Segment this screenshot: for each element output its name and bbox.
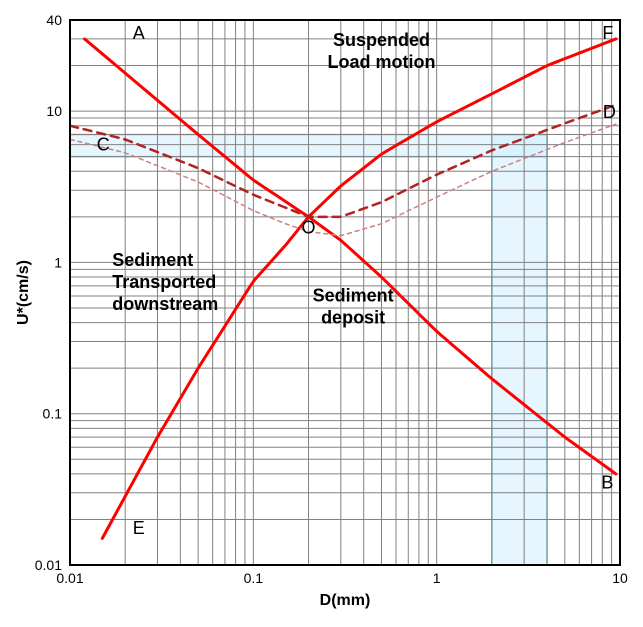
svg-text:10: 10 <box>46 103 62 119</box>
svg-text:0.1: 0.1 <box>244 570 264 586</box>
svg-text:O: O <box>302 218 316 238</box>
svg-text:40: 40 <box>46 12 62 28</box>
svg-text:D: D <box>603 102 616 122</box>
svg-text:Transported: Transported <box>112 272 216 292</box>
svg-text:E: E <box>133 518 145 538</box>
svg-text:B: B <box>601 473 613 493</box>
svg-text:Sediment: Sediment <box>313 286 394 306</box>
sediment-chart: 0.010.11100.010.111040D(mm)U*(cm/s)Suspe… <box>10 10 633 617</box>
svg-text:F: F <box>602 23 613 43</box>
svg-text:1: 1 <box>54 254 62 270</box>
svg-text:0.01: 0.01 <box>35 557 62 573</box>
svg-text:0.1: 0.1 <box>43 406 63 422</box>
svg-text:Sediment: Sediment <box>112 250 193 270</box>
svg-text:deposit: deposit <box>321 308 385 328</box>
svg-text:10: 10 <box>612 570 628 586</box>
chart-svg: 0.010.11100.010.111040D(mm)U*(cm/s)Suspe… <box>10 10 633 617</box>
svg-text:1: 1 <box>433 570 441 586</box>
svg-text:U*(cm/s): U*(cm/s) <box>15 260 32 325</box>
svg-text:Load motion: Load motion <box>327 52 435 72</box>
svg-text:C: C <box>97 134 110 154</box>
svg-text:downstream: downstream <box>112 294 218 314</box>
svg-text:Suspended: Suspended <box>333 30 430 50</box>
svg-text:D(mm): D(mm) <box>320 592 371 609</box>
svg-text:A: A <box>133 23 145 43</box>
